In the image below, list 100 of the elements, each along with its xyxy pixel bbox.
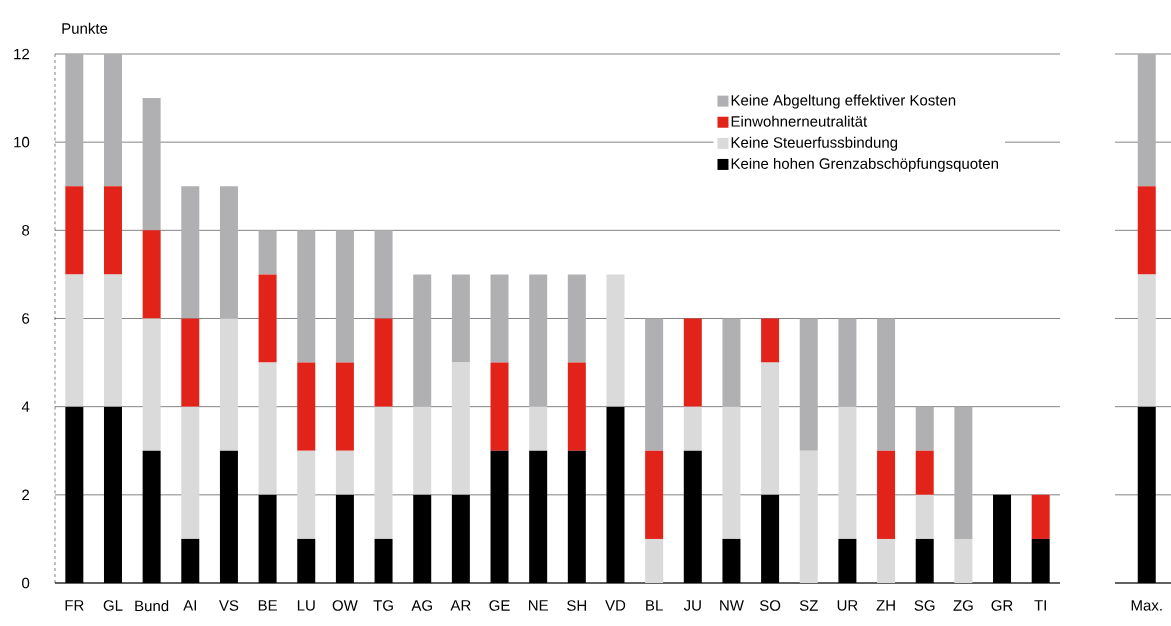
legend-label: Einwohnerneutralität bbox=[731, 115, 868, 127]
y-tick-label: 6 bbox=[22, 313, 30, 324]
bar bbox=[1137, 54, 1156, 187]
x-tick-label: TG bbox=[373, 600, 393, 611]
bar bbox=[529, 274, 548, 407]
x-tick-label: SZ bbox=[799, 600, 818, 611]
bar bbox=[645, 450, 664, 539]
bar bbox=[413, 274, 432, 407]
bar bbox=[799, 450, 818, 583]
bar bbox=[103, 186, 122, 275]
bar bbox=[954, 538, 973, 583]
bar bbox=[915, 494, 934, 539]
bar bbox=[761, 362, 780, 495]
bar bbox=[451, 362, 470, 495]
y-tick-label: 12 bbox=[14, 48, 30, 60]
bar bbox=[799, 318, 818, 451]
bar bbox=[645, 318, 664, 451]
y-tick-label: 0 bbox=[22, 577, 30, 589]
bar bbox=[954, 406, 973, 539]
bar bbox=[529, 406, 548, 451]
x-tick-label: FR bbox=[65, 600, 84, 611]
bar bbox=[142, 318, 161, 451]
x-tick-label: UR bbox=[837, 600, 858, 611]
x-tick-label: JU bbox=[683, 600, 701, 611]
bar bbox=[567, 274, 586, 363]
x-tick-label: AG bbox=[411, 600, 432, 611]
y-tick-label: 10 bbox=[14, 136, 30, 148]
bar bbox=[374, 230, 393, 319]
bar bbox=[683, 406, 702, 451]
x-tick-label: ZG bbox=[953, 600, 973, 611]
bar bbox=[915, 450, 934, 495]
y-tick-label: 2 bbox=[22, 489, 30, 501]
bar bbox=[1137, 186, 1156, 275]
bar bbox=[838, 406, 857, 539]
x-tick-label: GL bbox=[103, 600, 123, 611]
bar bbox=[1031, 494, 1050, 539]
bar bbox=[258, 230, 277, 275]
x-tick-label: AR bbox=[450, 600, 471, 611]
bar bbox=[65, 54, 84, 187]
bar bbox=[645, 538, 664, 583]
bar bbox=[219, 186, 238, 319]
x-tick-label: LU bbox=[297, 600, 315, 611]
bar bbox=[877, 538, 896, 583]
bar bbox=[838, 318, 857, 407]
bar bbox=[65, 274, 84, 407]
bar bbox=[451, 274, 470, 363]
bar bbox=[297, 450, 316, 539]
bar bbox=[65, 186, 84, 275]
bar bbox=[103, 274, 122, 407]
bar bbox=[142, 230, 161, 319]
x-tick-label: VD bbox=[605, 600, 626, 611]
x-tick-label: GE bbox=[489, 600, 510, 611]
x-tick-label: SO bbox=[759, 600, 781, 611]
bar bbox=[374, 318, 393, 407]
y-axis-title: Punkte bbox=[62, 22, 108, 34]
legend-label: Keine Abgeltung effektiver Kosten bbox=[731, 94, 956, 109]
bar bbox=[567, 362, 586, 451]
bar bbox=[683, 318, 702, 407]
bar bbox=[103, 54, 122, 187]
bar bbox=[761, 318, 780, 363]
bar bbox=[413, 406, 432, 495]
x-tick-label: VS bbox=[219, 600, 239, 611]
bar bbox=[374, 406, 393, 539]
x-tick-label: NE bbox=[528, 600, 548, 611]
x-tick-label: SG bbox=[914, 600, 935, 611]
bar bbox=[490, 274, 509, 363]
bar bbox=[258, 274, 277, 363]
bar bbox=[181, 318, 200, 407]
y-tick-label: 4 bbox=[21, 401, 30, 412]
bar bbox=[297, 362, 316, 451]
bar bbox=[219, 318, 238, 451]
bar bbox=[181, 186, 200, 319]
x-tick-label: OW bbox=[332, 600, 358, 611]
bar bbox=[877, 450, 896, 539]
x-tick-label: NW bbox=[720, 600, 744, 611]
x-tick-label: SH bbox=[567, 600, 587, 611]
legend-label: Keine Steuerfussbindung bbox=[731, 136, 898, 151]
x-tick-label: Max. bbox=[1131, 600, 1162, 611]
bar bbox=[181, 406, 200, 539]
bar bbox=[335, 450, 354, 495]
bar bbox=[606, 274, 625, 407]
x-tick-label: GR bbox=[991, 600, 1013, 611]
x-tick-label: Bund bbox=[135, 600, 169, 612]
bar bbox=[722, 406, 741, 539]
x-tick-label: BE bbox=[258, 600, 277, 611]
x-tick-label: AI bbox=[183, 600, 196, 611]
x-tick-label: BL bbox=[646, 600, 663, 611]
bar bbox=[142, 98, 161, 231]
bar bbox=[258, 362, 277, 495]
bar bbox=[335, 230, 354, 363]
y-tick-label: 8 bbox=[22, 225, 30, 236]
bar bbox=[877, 318, 896, 451]
bar bbox=[915, 406, 934, 451]
bar bbox=[490, 362, 509, 451]
bar bbox=[335, 362, 354, 451]
bar bbox=[297, 230, 316, 363]
bar bbox=[1137, 274, 1156, 407]
x-tick-label: ZH bbox=[876, 600, 895, 611]
bar bbox=[722, 318, 741, 407]
legend-label: Keine hohen Grenzabschöpfungsquoten bbox=[731, 157, 998, 172]
